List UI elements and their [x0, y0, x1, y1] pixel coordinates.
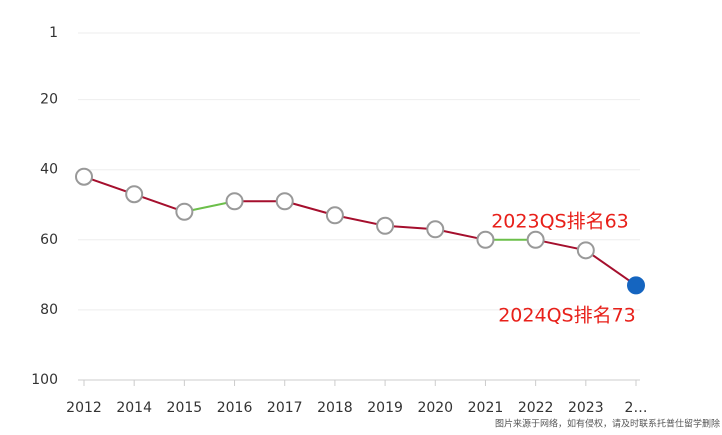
point	[526, 230, 545, 249]
source-note: 图片来源于网络，如有侵权，请及时联系托普仕留学删除	[495, 418, 720, 430]
point	[175, 202, 194, 221]
point	[426, 220, 445, 239]
point	[125, 185, 144, 204]
point	[75, 167, 93, 186]
point	[225, 192, 244, 211]
x-tick-label: 2…	[625, 400, 648, 416]
x-tick-label: 2021	[468, 400, 504, 416]
y-tick-label: 40	[40, 162, 58, 178]
point	[576, 241, 595, 260]
x-tick-label: 2018	[317, 400, 353, 416]
point	[275, 192, 294, 211]
point	[325, 206, 344, 225]
point	[476, 230, 495, 249]
annotation: 2024QS排名73	[498, 305, 636, 327]
x-tick-label: 2016	[217, 400, 253, 416]
y-tick-label: 60	[40, 232, 58, 248]
x-tick-label: 2017	[267, 400, 303, 416]
x-tick-label: 2022	[518, 400, 554, 416]
annotation: 2023QS排名63	[491, 211, 629, 233]
x-tick-label: 2014	[116, 400, 152, 416]
x-tick-label: 2020	[417, 400, 453, 416]
y-tick-label: 100	[31, 372, 58, 388]
y-tick-label: 20	[40, 92, 58, 108]
y-tick-label: 1	[49, 25, 58, 41]
x-tick-label: 2012	[66, 400, 102, 416]
line-segment	[585, 249, 637, 287]
point	[627, 276, 645, 295]
point	[376, 216, 395, 235]
x-tick-label: 2015	[167, 400, 203, 416]
x-tick-label: 2019	[367, 400, 403, 416]
x-tick-label: 2023	[568, 400, 604, 416]
y-tick-label: 80	[40, 302, 58, 318]
